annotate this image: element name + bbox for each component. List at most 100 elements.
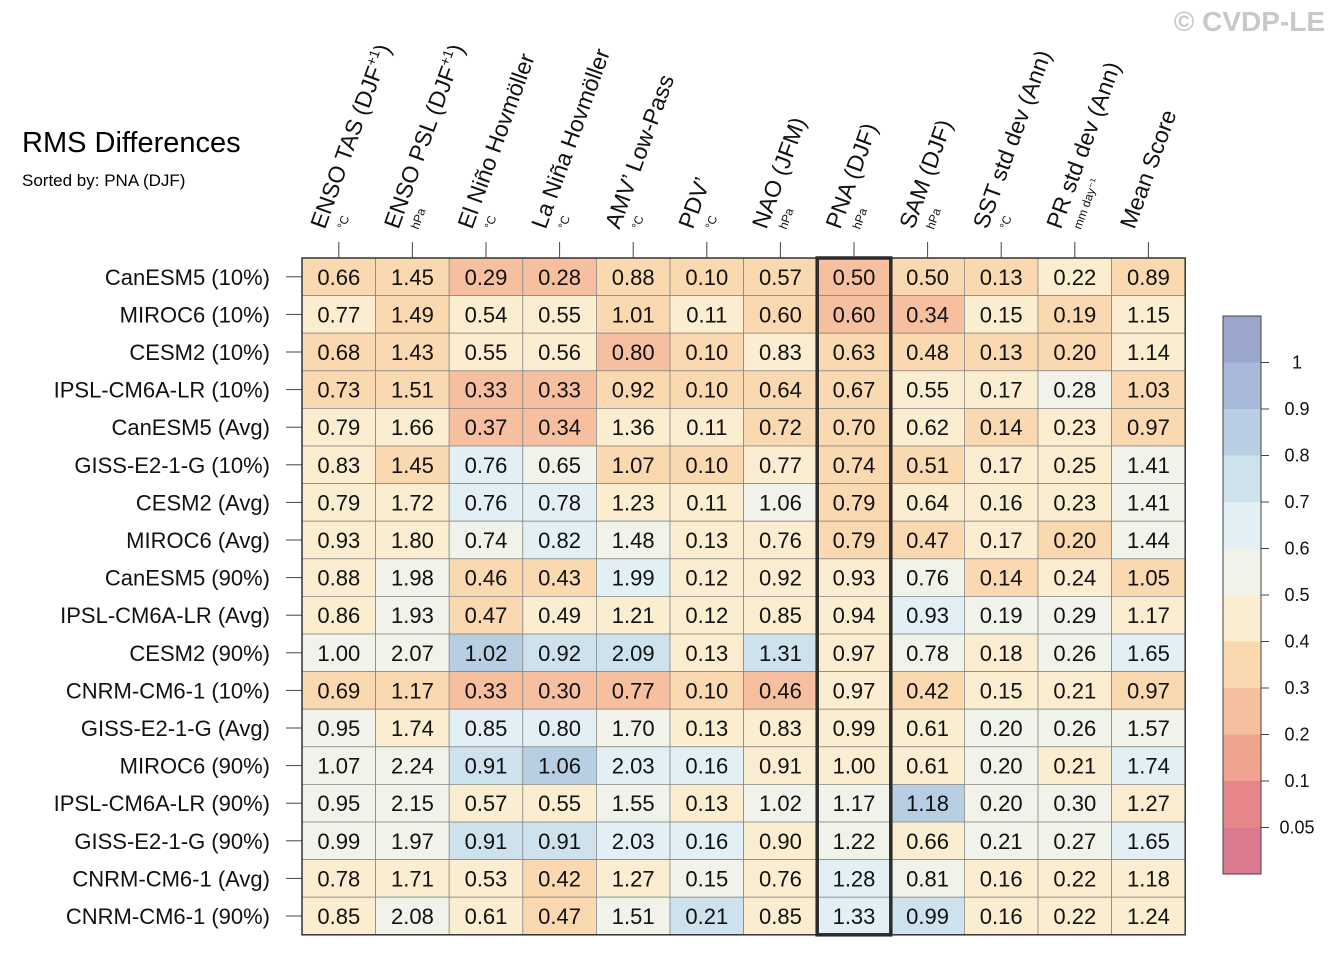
cell-value: 0.61 bbox=[906, 716, 949, 741]
cell-value: 0.17 bbox=[980, 453, 1023, 478]
cell-value: 0.10 bbox=[685, 453, 728, 478]
cell-value: 0.25 bbox=[1053, 453, 1096, 478]
heatmap-cell bbox=[301, 596, 376, 635]
cell-value: 0.66 bbox=[906, 829, 949, 854]
cell-value: 0.46 bbox=[759, 678, 802, 703]
cell-value: 0.14 bbox=[980, 415, 1023, 440]
heatmap-cell bbox=[743, 746, 818, 785]
heatmap-cell bbox=[1111, 671, 1186, 710]
cell-value: 0.85 bbox=[317, 904, 360, 929]
cell-value: 1.80 bbox=[391, 528, 434, 553]
cell-value: 1.05 bbox=[1127, 566, 1170, 591]
cell-value: 1.02 bbox=[465, 641, 508, 666]
cell-value: 0.93 bbox=[833, 566, 876, 591]
cell-value: 1.51 bbox=[391, 378, 434, 403]
cell-value: 0.66 bbox=[317, 265, 360, 290]
cell-value: 0.16 bbox=[980, 490, 1023, 515]
cell-value: 0.76 bbox=[759, 528, 802, 553]
cell-value: 0.29 bbox=[1053, 603, 1096, 628]
cell-value: 0.55 bbox=[465, 340, 508, 365]
cell-value: 1.65 bbox=[1127, 829, 1170, 854]
heatmap-cell bbox=[596, 859, 671, 898]
colorbar-label: 0.3 bbox=[1284, 678, 1309, 698]
cell-value: 0.78 bbox=[906, 641, 949, 666]
cell-value: 0.80 bbox=[538, 716, 581, 741]
heatmap-cell bbox=[890, 859, 965, 898]
heatmap-cell bbox=[816, 257, 892, 296]
heatmap-cell bbox=[522, 746, 597, 785]
cell-value: 1.43 bbox=[391, 340, 434, 365]
heatmap-cell bbox=[448, 821, 524, 860]
heatmap-cell bbox=[596, 332, 671, 372]
cell-value: 0.60 bbox=[833, 302, 876, 327]
column-label-sup: +1 bbox=[436, 47, 457, 68]
heatmap-cell bbox=[743, 708, 818, 748]
row-label: CanESM5 (90%) bbox=[105, 566, 270, 591]
cell-value: 0.33 bbox=[465, 678, 508, 703]
heatmap-cell bbox=[743, 445, 818, 484]
cell-value: 0.21 bbox=[685, 904, 728, 929]
column-label-text: La Niña Hovmöller bbox=[526, 45, 615, 232]
cell-value: 0.89 bbox=[1127, 265, 1170, 290]
heatmap-cell bbox=[596, 784, 671, 823]
cell-value: 1.22 bbox=[833, 829, 876, 854]
cell-value: 0.61 bbox=[906, 754, 949, 779]
heatmap-cell bbox=[964, 633, 1039, 672]
cell-value: 0.77 bbox=[759, 453, 802, 478]
heatmap-cell bbox=[1037, 445, 1112, 484]
column-label: NAO (JFM) bbox=[747, 114, 811, 232]
cell-value: 0.77 bbox=[612, 678, 655, 703]
heatmap-cell bbox=[1111, 407, 1186, 447]
cell-value: 1.57 bbox=[1127, 716, 1170, 741]
cell-value: 2.03 bbox=[612, 829, 655, 854]
cell-value: 1.00 bbox=[317, 641, 360, 666]
cell-value: 1.06 bbox=[759, 490, 802, 515]
heatmap-cell bbox=[669, 633, 744, 672]
heatmap-cell bbox=[743, 295, 818, 334]
cell-value: 1.01 bbox=[612, 302, 655, 327]
row-label: CanESM5 (Avg) bbox=[111, 415, 270, 440]
cell-value: 1.18 bbox=[906, 791, 949, 816]
cell-value: 0.15 bbox=[980, 302, 1023, 327]
cell-value: 0.19 bbox=[980, 603, 1023, 628]
heatmap-cell bbox=[743, 596, 818, 635]
heatmap-cell bbox=[375, 671, 450, 710]
cell-value: 0.78 bbox=[538, 490, 581, 515]
cell-value: 0.53 bbox=[465, 866, 508, 891]
colorbar-label: 0.4 bbox=[1284, 632, 1309, 652]
cell-value: 0.77 bbox=[317, 302, 360, 327]
cell-value: 0.13 bbox=[685, 528, 728, 553]
cell-value: 1.07 bbox=[612, 453, 655, 478]
cell-value: 0.85 bbox=[759, 904, 802, 929]
heatmap-cell bbox=[522, 558, 597, 597]
cell-value: 2.15 bbox=[391, 791, 434, 816]
column-label-text: SAM (DJF) bbox=[894, 116, 957, 232]
heatmap-cell bbox=[1111, 445, 1186, 484]
heatmap-cell bbox=[301, 859, 376, 898]
cell-value: 0.97 bbox=[1127, 415, 1170, 440]
cell-value: 1.70 bbox=[612, 716, 655, 741]
heatmap-cell bbox=[522, 708, 597, 748]
heatmap-cell bbox=[1111, 257, 1186, 296]
heatmap-cell bbox=[448, 370, 524, 409]
heatmap-cell bbox=[890, 558, 965, 597]
cell-value: 1.98 bbox=[391, 566, 434, 591]
cell-value: 0.74 bbox=[465, 528, 508, 553]
cell-value: 0.47 bbox=[465, 603, 508, 628]
colorbar-label: 0.6 bbox=[1284, 539, 1309, 559]
cell-value: 0.62 bbox=[906, 415, 949, 440]
heatmap-cell bbox=[522, 896, 597, 936]
cell-value: 0.55 bbox=[538, 791, 581, 816]
cell-value: 0.79 bbox=[833, 490, 876, 515]
cell-value: 0.11 bbox=[686, 302, 727, 327]
colorbar-swatch bbox=[1223, 734, 1261, 781]
colorbar-label: 0.7 bbox=[1284, 492, 1309, 512]
heatmap-cell bbox=[1111, 596, 1186, 635]
row-label: CESM2 (90%) bbox=[129, 641, 270, 666]
heatmap-cell bbox=[375, 370, 450, 409]
cell-value: 0.78 bbox=[317, 866, 360, 891]
heatmap-cell bbox=[964, 370, 1039, 409]
heatmap-cell bbox=[448, 332, 524, 372]
cell-value: 1.74 bbox=[391, 716, 434, 741]
column-unit: °C bbox=[997, 213, 1015, 231]
